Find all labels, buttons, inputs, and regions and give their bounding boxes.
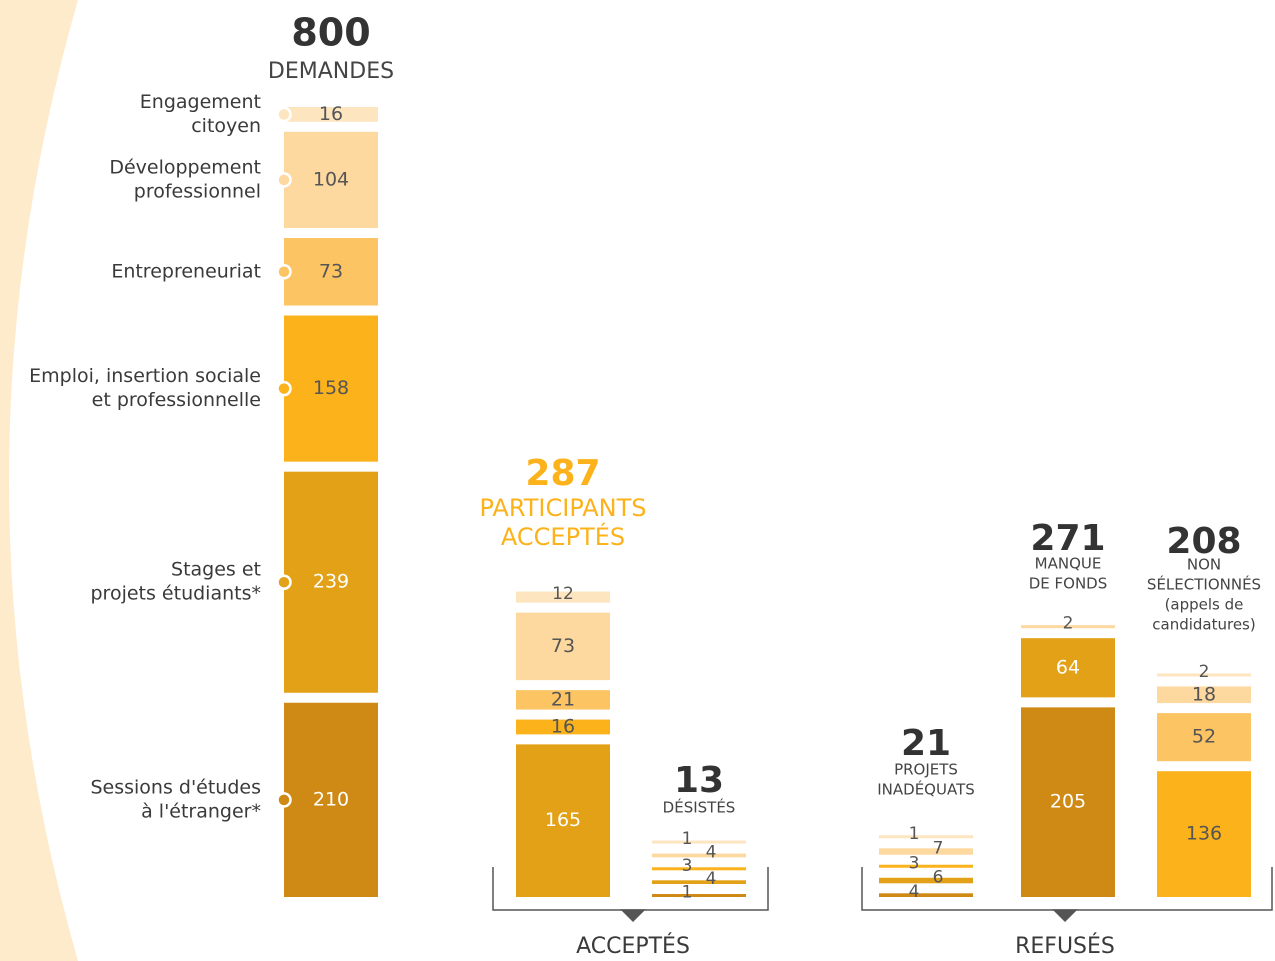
segment <box>879 893 973 897</box>
category-dot <box>276 792 292 808</box>
segment <box>879 864 973 868</box>
segment <box>1021 625 1115 629</box>
column-label: DEMANDES <box>268 59 394 84</box>
column-total: 21 <box>901 723 951 764</box>
group-label: ACCEPTÉS <box>576 933 690 959</box>
segment-label: 104 <box>313 168 349 190</box>
category-dot <box>276 106 292 123</box>
segment <box>1021 638 1115 698</box>
category-label: Développement <box>109 156 261 178</box>
category-label: Sessions d'études <box>90 776 261 798</box>
segment-label: 52 <box>1192 726 1216 748</box>
category-label: professionnel <box>134 180 261 202</box>
column-total: 208 <box>1166 521 1241 562</box>
segment-label: 16 <box>319 103 343 125</box>
segment <box>284 702 378 897</box>
segment <box>516 719 610 735</box>
segment-label: 165 <box>545 809 581 831</box>
column-label: DE FONDS <box>1029 575 1108 593</box>
category-label: Stages et <box>171 559 261 581</box>
category-label: citoyen <box>191 115 261 137</box>
category-dot <box>276 574 292 590</box>
segment <box>1157 713 1251 762</box>
column-label: (appels de <box>1165 596 1244 614</box>
segment-label: 239 <box>313 571 349 593</box>
segment <box>652 853 746 858</box>
segment-label: 3 <box>909 853 920 873</box>
group-label: REFUSÉS <box>1015 933 1115 959</box>
segment <box>652 880 746 884</box>
bracket-pointer <box>1052 909 1078 923</box>
segment-label: 210 <box>313 788 349 810</box>
segment-label: 73 <box>319 260 343 282</box>
category-dot <box>276 172 292 188</box>
segment <box>516 744 610 897</box>
segment <box>1157 673 1251 677</box>
segment-label: 158 <box>313 377 349 399</box>
category-label: à l'étranger* <box>141 800 261 822</box>
segment <box>1157 686 1251 704</box>
segment-label: 1 <box>682 829 693 849</box>
segment-label: 2 <box>1199 662 1210 682</box>
column-label: PROJETS <box>894 761 958 779</box>
column-label: NON <box>1187 556 1221 574</box>
segment <box>284 107 378 122</box>
category-label: Emploi, insertion sociale <box>29 365 261 387</box>
column-label: candidatures) <box>1152 616 1255 634</box>
segment-label: 6 <box>933 868 944 888</box>
segment-label: 21 <box>551 688 575 710</box>
column-label: MANQUE <box>1035 555 1102 573</box>
column-total: 271 <box>1030 518 1105 559</box>
column-label: ACCEPTÉS <box>501 522 625 551</box>
category-label: projets étudiants* <box>91 583 262 605</box>
bracket-pointer <box>620 909 646 923</box>
background-arc <box>0 0 78 961</box>
category-label: Entrepreneuriat <box>111 260 261 282</box>
category-label: et professionnelle <box>92 389 261 411</box>
segment <box>516 612 610 681</box>
column-total: 287 <box>525 453 600 494</box>
category-label: Engagement <box>140 91 261 113</box>
segment <box>879 877 973 884</box>
segment <box>1157 771 1251 897</box>
segment-label: 205 <box>1050 791 1086 813</box>
segment-label: 16 <box>551 715 575 737</box>
segment <box>284 471 378 693</box>
column-total: 800 <box>291 11 370 55</box>
segment-label: 12 <box>552 584 574 604</box>
column-label: INADÉQUATS <box>877 780 975 799</box>
segment <box>516 690 610 710</box>
segment-label: 7 <box>933 839 944 859</box>
category-dot <box>276 380 292 397</box>
segment <box>652 894 746 897</box>
segment-label: 18 <box>1192 683 1216 705</box>
column-total: 13 <box>674 760 724 801</box>
column-label: DÉSISTÉS <box>663 798 736 817</box>
segment <box>1021 707 1115 897</box>
segment-label: 1 <box>909 824 920 844</box>
segment <box>516 591 610 603</box>
segment-label: 4 <box>706 842 717 862</box>
segment-label: 136 <box>1186 823 1222 845</box>
segment-label: 64 <box>1056 656 1080 678</box>
segment <box>284 238 378 306</box>
segment-label: 73 <box>551 635 575 657</box>
brackets <box>492 867 1273 923</box>
segment-label: 4 <box>706 869 717 889</box>
category-dot <box>276 264 292 280</box>
segment-label: 1 <box>682 883 693 903</box>
column-label: PARTICIPANTS <box>479 494 646 522</box>
segment <box>879 848 973 855</box>
segment-label: 3 <box>682 856 693 876</box>
segment <box>284 315 378 462</box>
segment-label: 4 <box>909 882 920 902</box>
column-label: SÉLECTIONNÉS <box>1147 575 1261 594</box>
segment-label: 2 <box>1063 614 1074 634</box>
segment <box>652 867 746 871</box>
segment <box>652 840 746 844</box>
segment <box>284 131 378 228</box>
segment <box>879 835 973 839</box>
